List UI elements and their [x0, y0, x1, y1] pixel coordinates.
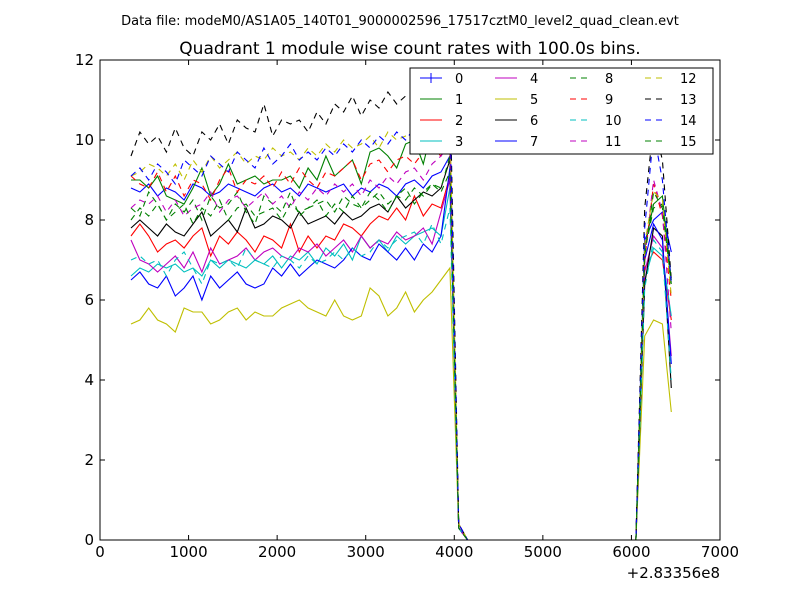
chart-title: Quadrant 1 module wise count rates with …: [179, 39, 640, 59]
legend-label-14: 14: [680, 114, 697, 129]
x-tick-label: 1000: [169, 543, 207, 561]
legend-label-3: 3: [455, 135, 463, 150]
series-line-14: [130, 113, 672, 540]
x-tick-label: 4000: [435, 543, 473, 561]
data-file-subtitle: Data file: modeM0/AS1A05_140T01_90000025…: [121, 14, 679, 29]
x-tick-label: 6000: [612, 543, 650, 561]
y-tick-label: 0: [84, 531, 94, 549]
legend-label-2: 2: [455, 114, 463, 129]
legend-label-12: 12: [680, 72, 697, 87]
legend-label-4: 4: [530, 72, 538, 87]
x-tick-label: 3000: [347, 543, 385, 561]
y-tick-label: 10: [75, 131, 94, 149]
x-tick-label: 7000: [701, 543, 739, 561]
y-tick-label: 6: [84, 291, 94, 309]
x-tick-label: 0: [95, 543, 105, 561]
y-tick-label: 8: [84, 211, 94, 229]
series-line-10: [130, 207, 672, 540]
legend-label-10: 10: [605, 114, 622, 129]
legend-box: [409, 67, 714, 155]
legend-label-8: 8: [605, 72, 613, 87]
series-line-15: [130, 171, 672, 540]
y-tick-label: 12: [75, 51, 94, 69]
x-tick-label: 2000: [258, 543, 296, 561]
y-tick-label: 2: [84, 451, 94, 469]
legend-label-11: 11: [605, 135, 622, 150]
legend-label-13: 13: [680, 93, 697, 108]
y-tick-label: 4: [84, 371, 94, 389]
series-line-11: [130, 142, 672, 540]
x-tick-label: 5000: [524, 543, 562, 561]
plot-area: [130, 79, 672, 540]
legend-label-6: 6: [530, 114, 538, 129]
legend-label-7: 7: [530, 135, 538, 150]
legend-label-5: 5: [530, 93, 538, 108]
legend-label-0: 0: [455, 72, 463, 87]
legend-label-9: 9: [605, 93, 613, 108]
legend-label-15: 15: [680, 135, 697, 150]
x-axis-offset-label: +2.83356e8: [627, 564, 720, 582]
legend-label-1: 1: [455, 93, 463, 108]
